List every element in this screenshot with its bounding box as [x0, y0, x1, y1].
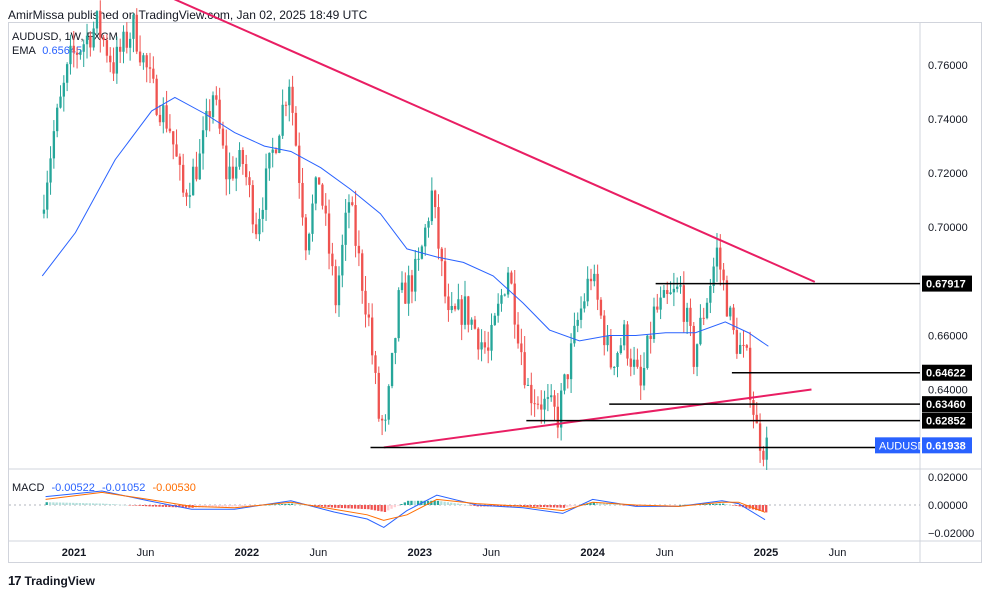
tradingview-brand: TradingView [24, 573, 95, 588]
macd-legend[interactable]: MACD -0.00522 -0.01052 -0.00530 [12, 482, 196, 494]
ema-legend[interactable]: EMA 0.65645 [12, 45, 82, 57]
symbol-label: AUDUSD, 1W, FXCM [12, 31, 118, 43]
symbol-legend[interactable]: AUDUSD, 1W, FXCM [12, 31, 118, 43]
tradingview-logo-icon: 17 [8, 573, 22, 588]
ema-value: 0.65645 [42, 45, 83, 57]
macd-histogram-value: -0.01052 [101, 482, 146, 494]
tradingview-footer[interactable]: 17 TradingView [8, 573, 95, 588]
ema-label: EMA [12, 45, 36, 57]
macd-label: MACD [12, 482, 45, 494]
publisher-byline: AmirMissa published on TradingView.com, … [8, 8, 368, 22]
macd-value: -0.00522 [51, 482, 95, 494]
macd-signal-value: -0.00530 [152, 482, 196, 494]
